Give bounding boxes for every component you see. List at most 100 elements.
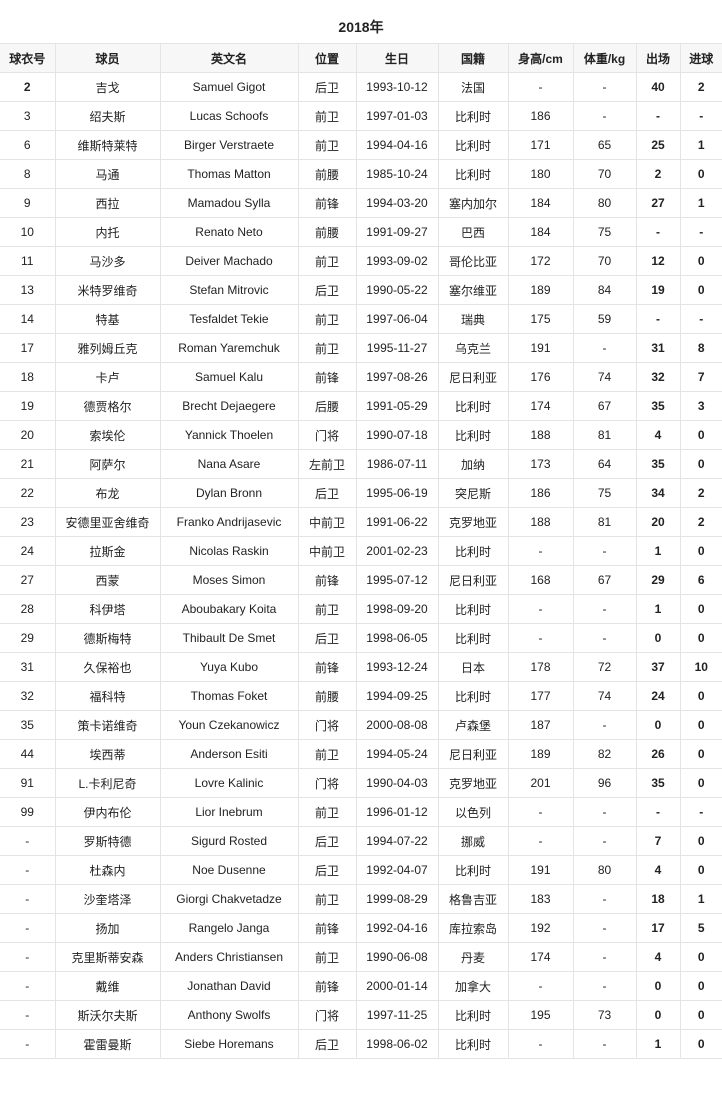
- cell-appearances: 29: [635, 565, 681, 595]
- cell-nationality: 比利时: [437, 420, 509, 450]
- cell-weight: -: [572, 826, 637, 856]
- cell-player: 安德里亚舍维奇: [54, 507, 161, 537]
- cell-position: 前锋: [297, 188, 357, 218]
- column-header-english-name: 英文名: [159, 43, 299, 73]
- cell-weight: -: [572, 594, 637, 624]
- cell-weight: 67: [572, 565, 637, 595]
- cell-number: -: [0, 1000, 56, 1030]
- column-header-appearances: 出场: [635, 43, 681, 73]
- cell-nationality: 丹麦: [437, 942, 509, 972]
- cell-goals: 0: [679, 710, 722, 740]
- cell-appearances: -: [635, 304, 681, 334]
- cell-weight: -: [572, 101, 637, 131]
- cell-height: -: [507, 623, 574, 653]
- cell-number: 99: [0, 797, 56, 827]
- cell-nationality: 比利时: [437, 159, 509, 189]
- cell-player: 内托: [54, 217, 161, 247]
- cell-appearances: 26: [635, 739, 681, 769]
- table-row: 10 内托 Renato Neto 前腰 1991-09-27 巴西 184 75- -: [0, 217, 722, 247]
- cell-weight: 82: [572, 739, 637, 769]
- cell-position: 前锋: [297, 362, 357, 392]
- column-header-position: 位置: [297, 43, 357, 73]
- cell-english-name: Franko Andrijasevic: [159, 507, 299, 537]
- cell-weight: -: [572, 913, 637, 943]
- table-row: 18 卡卢 Samuel Kalu 前锋 1997-08-26 尼日利亚 176 74 32 7: [0, 362, 722, 392]
- cell-number: 20: [0, 420, 56, 450]
- cell-number: 44: [0, 739, 56, 769]
- cell-position: 前腰: [297, 681, 357, 711]
- table-row: - 罗斯特德 Sigurd Rosted 后卫 1994-07-22 挪威 - -7 0: [0, 826, 722, 856]
- cell-height: 180: [507, 159, 574, 189]
- cell-position: 前卫: [297, 594, 357, 624]
- table-row: 2 吉戈 Samuel Gigot 后卫 1993-10-12 法国 - -40 2: [0, 72, 722, 102]
- table-row: 19 德贾格尔 Brecht Dejaegere 后腰 1991-05-29 比利时 174…: [0, 391, 722, 421]
- cell-goals: 0: [679, 246, 722, 276]
- table-row: 91 L.卡利尼奇 Lovre Kalinic 门将 1990-04-03 克罗地亚 201…: [0, 768, 722, 798]
- cell-player: 维斯特莱特: [54, 130, 161, 160]
- cell-birthday: 1994-05-24: [355, 739, 439, 769]
- table-row: 23 安德里亚舍维奇 Franko Andrijasevic 中前卫 1991-06-2…: [0, 507, 722, 537]
- cell-position: 前卫: [297, 797, 357, 827]
- cell-nationality: 比利时: [437, 623, 509, 653]
- cell-height: 176: [507, 362, 574, 392]
- cell-birthday: 1990-05-22: [355, 275, 439, 305]
- cell-number: -: [0, 971, 56, 1001]
- cell-position: 后腰: [297, 391, 357, 421]
- cell-birthday: 1998-06-02: [355, 1029, 439, 1059]
- table-row: - 戴维 Jonathan David 前锋 2000-01-14 加拿大 - -0 0: [0, 971, 722, 1001]
- cell-player: 斯沃尔夫斯: [54, 1000, 161, 1030]
- cell-goals: 0: [679, 681, 722, 711]
- cell-goals: 0: [679, 971, 722, 1001]
- cell-height: 184: [507, 217, 574, 247]
- cell-english-name: Noe Dusenne: [159, 855, 299, 885]
- cell-nationality: 加拿大: [437, 971, 509, 1001]
- column-header-birthday: 生日: [355, 43, 439, 73]
- cell-height: 188: [507, 420, 574, 450]
- cell-position: 前锋: [297, 971, 357, 1001]
- cell-goals: 0: [679, 739, 722, 769]
- cell-player: 马通: [54, 159, 161, 189]
- table-row: 14 特基 Tesfaldet Tekie 前卫 1997-06-04 瑞典 175 59- -: [0, 304, 722, 334]
- cell-position: 后卫: [297, 275, 357, 305]
- cell-nationality: 巴西: [437, 217, 509, 247]
- cell-appearances: 34: [635, 478, 681, 508]
- table-row: - 斯沃尔夫斯 Anthony Swolfs 门将 1997-11-25 比利时 195 73…: [0, 1000, 722, 1030]
- cell-appearances: 0: [635, 971, 681, 1001]
- cell-nationality: 比利时: [437, 391, 509, 421]
- cell-weight: -: [572, 1029, 637, 1059]
- cell-weight: 70: [572, 246, 637, 276]
- cell-height: 189: [507, 739, 574, 769]
- cell-player: 罗斯特德: [54, 826, 161, 856]
- table-row: 21 阿萨尔 Nana Asare 左前卫 1986-07-11 加纳 173 64 35 0: [0, 449, 722, 479]
- cell-height: 191: [507, 855, 574, 885]
- cell-nationality: 比利时: [437, 536, 509, 566]
- table-row: 20 索埃伦 Yannick Thoelen 门将 1990-07-18 比利时 188 81…: [0, 420, 722, 450]
- table-row: 13 米特罗维奇 Stefan Mitrovic 后卫 1990-05-22 塞尔维亚 18…: [0, 275, 722, 305]
- cell-birthday: 1995-07-12: [355, 565, 439, 595]
- table-row: 29 德斯梅特 Thibault De Smet 后卫 1998-06-05 比利时 - -0…: [0, 623, 722, 653]
- table-row: 8 马通 Thomas Matton 前腰 1985-10-24 比利时 180 70 2 0: [0, 159, 722, 189]
- cell-number: 18: [0, 362, 56, 392]
- cell-english-name: Nana Asare: [159, 449, 299, 479]
- cell-position: 后卫: [297, 855, 357, 885]
- cell-birthday: 1996-01-12: [355, 797, 439, 827]
- cell-birthday: 1994-09-25: [355, 681, 439, 711]
- cell-weight: 74: [572, 362, 637, 392]
- cell-nationality: 比利时: [437, 130, 509, 160]
- cell-weight: -: [572, 942, 637, 972]
- cell-english-name: Birger Verstraete: [159, 130, 299, 160]
- cell-nationality: 比利时: [437, 1029, 509, 1059]
- cell-birthday: 1995-06-19: [355, 478, 439, 508]
- cell-english-name: Youn Czekanowicz: [159, 710, 299, 740]
- cell-height: 195: [507, 1000, 574, 1030]
- cell-position: 门将: [297, 420, 357, 450]
- cell-nationality: 尼日利亚: [437, 739, 509, 769]
- table-row: - 沙奎塔泽 Giorgi Chakvetadze 前卫 1999-08-29 格鲁吉亚 1…: [0, 884, 722, 914]
- cell-appearances: 4: [635, 855, 681, 885]
- cell-number: 21: [0, 449, 56, 479]
- cell-player: 西拉: [54, 188, 161, 218]
- cell-english-name: Thomas Matton: [159, 159, 299, 189]
- cell-english-name: Yuya Kubo: [159, 652, 299, 682]
- column-header-goals: 进球: [679, 43, 722, 73]
- cell-player: 米特罗维奇: [54, 275, 161, 305]
